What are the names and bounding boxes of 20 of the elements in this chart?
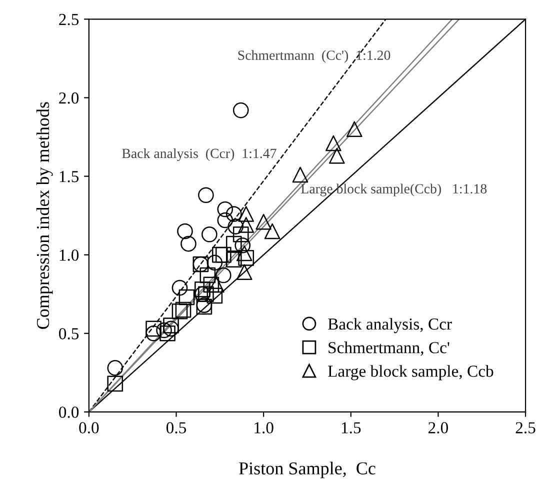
annotation: Large block sample(Ccb) 1:1.18 — [301, 184, 487, 196]
x-tick-label: 1.5 — [342, 422, 361, 434]
y-tick-label: 2.5 — [59, 14, 79, 26]
annotation: Schmertmann (Cc') 1:1.20 — [238, 50, 390, 63]
legend-label: Back analysis, Ccr — [328, 318, 452, 334]
annotation: Back analysis (Ccr) 1:1.47 — [122, 148, 276, 161]
y-axis-title: Compression index by methods — [36, 102, 53, 329]
x-axis-title: Piston Sample, Cc — [239, 462, 376, 478]
y-tick-label: 2.0 — [59, 92, 79, 104]
legend-label: Schmertmann, Cc' — [328, 342, 450, 356]
y-tick-label: 0.0 — [59, 406, 79, 418]
y-tick-label: 1.5 — [60, 171, 79, 182]
y-tick-label: 0.5 — [59, 328, 79, 340]
y-tick-label: 1.0 — [60, 250, 79, 261]
x-tick-label: 0.0 — [79, 422, 99, 434]
x-tick-label: 0.5 — [166, 422, 186, 434]
x-tick-label: 1.0 — [254, 422, 274, 434]
legend-label: Large block sample, Ccb — [328, 365, 494, 380]
x-tick-label: 2.5 — [516, 422, 536, 434]
x-tick-label: 2.0 — [428, 422, 448, 434]
